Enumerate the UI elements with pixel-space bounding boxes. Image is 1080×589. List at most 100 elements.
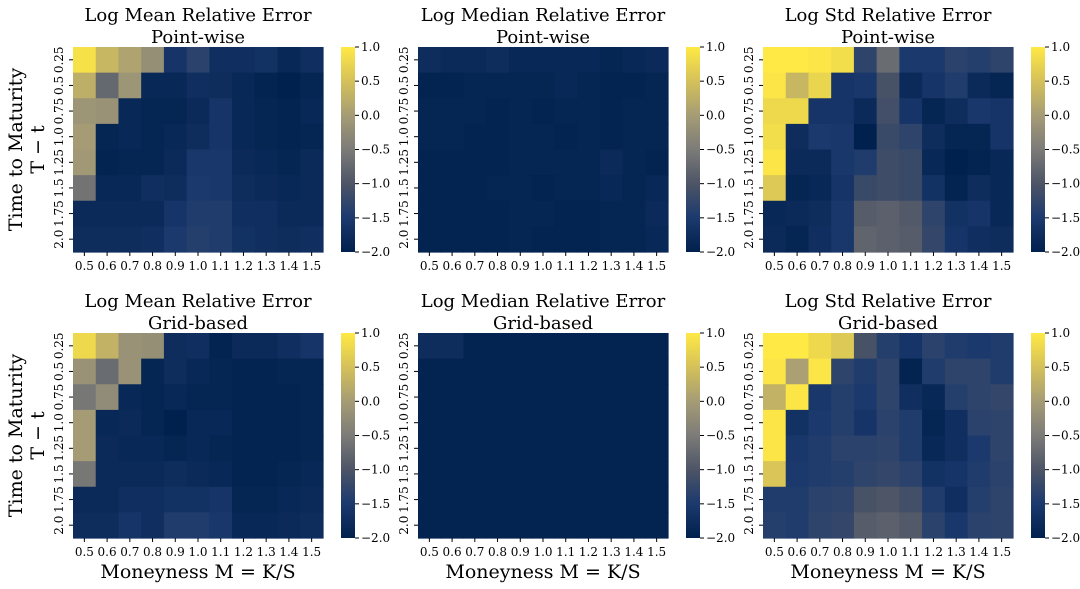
- heatmap-cell: [486, 47, 510, 74]
- heatmap-cell: [922, 512, 946, 539]
- heatmap-cell: [486, 486, 510, 513]
- heatmap-cell: [300, 47, 324, 74]
- y-tick-label: 1.5: [52, 464, 66, 483]
- x-tick-label: 0.5: [765, 545, 784, 559]
- heatmap-cell: [967, 200, 991, 227]
- heatmap-cell: [440, 149, 465, 176]
- x-tick-label: 1.2: [234, 259, 253, 273]
- heatmap-cell: [186, 200, 210, 227]
- heatmap-cell: [876, 333, 900, 360]
- heatmap-cell: [418, 175, 442, 202]
- y-tick-label: 0.5: [52, 362, 66, 381]
- heatmap-cell: [418, 98, 442, 125]
- heatmap-cell: [622, 72, 646, 99]
- heatmap-cell: [118, 72, 142, 99]
- y-tick-label: 1.75: [397, 200, 411, 227]
- panel-title-line: Point-wise: [151, 27, 245, 48]
- y-tick-label: 1.0: [52, 127, 66, 146]
- heatmap-cell: [763, 72, 787, 99]
- heatmap-cell: [622, 123, 646, 151]
- y-tick-label: 2.0: [397, 516, 411, 535]
- heatmap-cell: [209, 149, 233, 176]
- heatmap-cell: [922, 200, 946, 227]
- heatmap-cell: [508, 149, 533, 176]
- heatmap-cell: [73, 486, 97, 513]
- heatmap-cell: [763, 98, 787, 125]
- y-tick-label: 2.0: [52, 516, 66, 535]
- heatmap-cell: [73, 98, 97, 125]
- heatmap-cell: [853, 384, 878, 411]
- x-tick-label: 0.5: [75, 259, 94, 273]
- heatmap-cell: [554, 409, 578, 437]
- heatmap-cell: [763, 47, 787, 74]
- heatmap-cell: [277, 47, 301, 74]
- heatmap-cell: [990, 384, 1014, 411]
- colorbar-tick-label: 0.0: [706, 394, 725, 408]
- x-tick-label: 0.6: [788, 545, 807, 559]
- heatmap-cell: [440, 47, 465, 74]
- colorbar-tick-label: −1.0: [706, 463, 735, 477]
- panel-title-line: Grid-based: [838, 313, 938, 334]
- heatmap-cell: [209, 98, 233, 125]
- heatmap-cell: [599, 435, 624, 462]
- heatmap-cell: [163, 149, 188, 176]
- x-tick-label: 0.5: [75, 545, 94, 559]
- y-tick-label: 0.75: [52, 98, 66, 125]
- x-tick-label: 1.2: [924, 545, 943, 559]
- heatmap-cell: [141, 486, 165, 513]
- heatmap-cell: [645, 47, 669, 74]
- heatmap-cell: [486, 512, 510, 539]
- heatmap-cell: [763, 409, 787, 437]
- heatmap-cell: [163, 512, 188, 539]
- heatmap-cell: [232, 149, 256, 176]
- x-tick-label: 0.5: [420, 545, 439, 559]
- heatmap-cell: [922, 461, 946, 488]
- colorbar-tick-label: −2.0: [706, 531, 735, 545]
- heatmap-cell: [763, 123, 787, 151]
- heatmap-cell: [163, 226, 188, 253]
- heatmap-cell: [808, 461, 832, 488]
- heatmap-cell: [763, 461, 787, 488]
- y-tick-label: 0.75: [52, 384, 66, 411]
- heatmap-cell: [463, 226, 487, 253]
- colorbar-tick-label: −1.0: [1051, 177, 1080, 191]
- heatmap-cell: [531, 358, 555, 385]
- x-tick-labels: 0.5 0.6 0.7 0.8 0.9 1.0 1.1 1.2 1.3 1.4 1.5: [420, 252, 666, 273]
- heatmap-cell: [254, 123, 279, 151]
- heatmap-cell: [531, 409, 555, 437]
- heatmap-cell: [254, 409, 279, 437]
- heatmap-cell: [186, 384, 210, 411]
- heatmap-cell: [599, 72, 624, 99]
- heatmap-cell: [554, 512, 578, 539]
- heatmap-cell: [486, 200, 510, 227]
- heatmap-cell: [463, 486, 487, 513]
- heatmap-cell: [876, 72, 900, 99]
- heatmap-cell: [944, 384, 969, 411]
- x-tick-label: 1.0: [188, 259, 207, 273]
- heatmap-cell: [508, 47, 533, 74]
- heatmap-cell: [922, 409, 946, 437]
- x-tick-label: 1.5: [302, 259, 321, 273]
- heatmap-cell: [463, 435, 487, 462]
- heatmap-cell: [990, 333, 1014, 360]
- heatmap-cell: [554, 358, 578, 385]
- heatmap-cell: [254, 200, 279, 227]
- heatmap-cell: [486, 461, 510, 488]
- heatmap-cell: [95, 175, 120, 202]
- heatmap-cell: [831, 461, 855, 488]
- heatmap-cell: [163, 461, 188, 488]
- heatmap-cell: [118, 98, 142, 125]
- heatmap-cell: [763, 333, 787, 360]
- heatmap-cell: [645, 123, 669, 151]
- heatmap-cell: [254, 149, 279, 176]
- x-tick-label: 1.5: [302, 545, 321, 559]
- heatmap-cell: [599, 47, 624, 74]
- heatmap-cell: [876, 358, 900, 385]
- heatmap-cell: [531, 226, 555, 253]
- heatmap-cell: [73, 435, 97, 462]
- heatmap-cell: [209, 123, 233, 151]
- heatmap-cell: [73, 409, 97, 437]
- heatmap-cell: [577, 72, 601, 99]
- x-tick-label: 1.3: [257, 545, 276, 559]
